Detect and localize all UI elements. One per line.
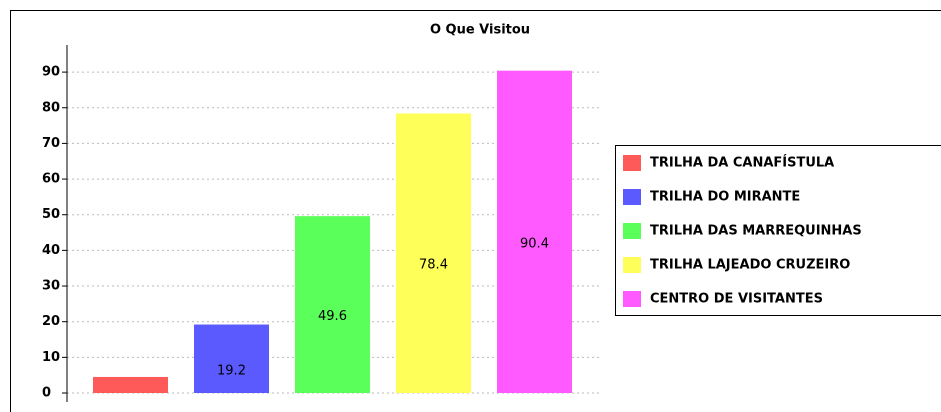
y-tick-label: 0 bbox=[42, 386, 51, 401]
frame bbox=[10, 10, 941, 412]
legend-swatch bbox=[623, 155, 641, 171]
chart-title: O Que Visitou bbox=[430, 23, 530, 38]
legend-label: TRILHA DA CANAFÍSTULA bbox=[650, 155, 834, 171]
legend-label: CENTRO DE VISITANTES bbox=[650, 292, 823, 307]
legend-swatch bbox=[623, 257, 641, 273]
value-label: 90.4 bbox=[520, 236, 549, 251]
y-tick-label: 50 bbox=[42, 207, 60, 222]
legend-label: TRILHA DAS MARREQUINHAS bbox=[650, 224, 862, 239]
value-label: 49.6 bbox=[318, 309, 347, 324]
y-tick-label: 90 bbox=[42, 65, 60, 80]
value-label: 19.2 bbox=[217, 363, 246, 378]
legend-box bbox=[615, 145, 941, 316]
value-label: 78.4 bbox=[419, 258, 448, 273]
bar bbox=[295, 216, 370, 393]
y-tick-label: 10 bbox=[42, 350, 60, 365]
legend-swatch bbox=[623, 189, 641, 205]
y-tick-label: 70 bbox=[42, 136, 60, 151]
legend-label: TRILHA LAJEADO CRUZEIRO bbox=[650, 258, 850, 273]
y-tick-label: 40 bbox=[42, 243, 60, 258]
bar bbox=[396, 113, 471, 393]
y-tick-label: 80 bbox=[42, 100, 60, 115]
y-tick-label: 20 bbox=[42, 314, 60, 329]
legend-label: TRILHA DO MIRANTE bbox=[650, 190, 800, 205]
bar bbox=[194, 324, 269, 393]
legend-swatch bbox=[623, 291, 641, 307]
y-tick-label: 60 bbox=[42, 172, 60, 187]
legend-swatch bbox=[623, 223, 641, 239]
bar bbox=[93, 376, 168, 393]
bar bbox=[497, 70, 572, 394]
y-tick-label: 30 bbox=[42, 279, 60, 294]
